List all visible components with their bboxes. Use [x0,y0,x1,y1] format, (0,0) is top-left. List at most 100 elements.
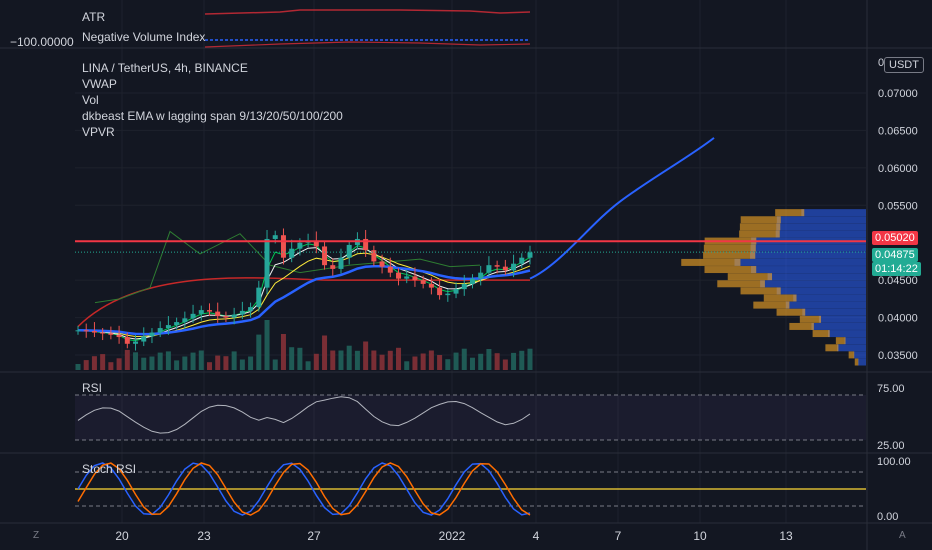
candle-body [494,265,500,267]
symbol-title[interactable]: LINA / TetherUS, 4h, BINANCE [82,61,248,75]
stoch-d-line [77,462,531,516]
candle-body [428,283,434,288]
candle-body [248,307,254,311]
countdown-tag: 01:14:22 [872,262,921,276]
candle-body [420,280,426,284]
candle-body [346,244,352,258]
candle-body [75,330,81,332]
time-tick: 20 [115,529,129,543]
vpvr-bar-sell [825,344,839,352]
candle-body [91,331,97,333]
candle-body [461,283,467,290]
candle-body [116,334,122,338]
volume-bar [502,359,508,370]
ema-projection [529,137,715,280]
volume-bar [338,350,344,370]
candle-body [289,248,295,258]
candle-body [231,314,237,318]
volume-bar [133,352,139,370]
stoch-k-line [77,462,531,516]
candle-body [478,272,484,279]
volume-bar [231,351,237,370]
volume-bar [469,357,475,370]
legend: LINA / TetherUS, 4h, BINANCE VWAP Vol dk… [82,60,343,140]
indicator-ema[interactable]: dkbeast EMA w lagging span 9/13/20/50/10… [82,109,343,123]
vpvr-bar [776,216,866,224]
volume-bar [486,349,492,370]
volume-bar [461,348,467,370]
volume-bar [116,358,122,370]
price-axis: 0.07000 0.06500 0.06000 0.05500 0.04500 0.040… [878,88,918,362]
candle-body [469,278,475,284]
volume-bar [396,347,402,370]
price-tick: 0.04000 [878,313,918,325]
volume-bar [248,356,254,370]
candle-body [182,318,188,323]
vpvr-bar-sell [740,287,781,295]
rsi-pane [75,394,866,441]
candle-body [404,276,410,279]
volume-bar [149,356,155,370]
candle-body [108,333,114,335]
price-tick: 0.06500 [878,125,918,137]
indicator-vpvr[interactable]: VPVR [82,125,115,139]
price-tick: 0.04500 [878,275,918,287]
candles [75,228,533,351]
candle-body [215,311,221,317]
atr-label: ATR [82,10,106,24]
volume-bar [174,360,180,370]
volume-bar [264,320,270,370]
price-tick: 0.07000 [878,88,918,100]
vpvr-bar [818,315,866,323]
nvi-value: −100.00000 [10,35,74,49]
candle-body [322,246,328,266]
indicator-vol[interactable]: Vol [82,93,99,107]
volume-bar [437,355,443,370]
vpvr-bar [785,301,866,309]
vpvr-bar [828,330,866,338]
atr-pane [204,9,531,15]
vpvr-bar-sell [727,273,773,281]
volume-bar [272,359,278,370]
currency-button[interactable]: USDT [884,57,924,73]
vpvr-bar-sell [775,209,805,217]
time-tick: 2022 [439,529,466,543]
vpvr-bar-sell [739,230,780,238]
lagging-span [94,230,481,304]
vpvr-bar-sell [848,351,855,359]
vpvr-bar [802,308,866,316]
candle-body [297,242,303,249]
indicator-vwap[interactable]: VWAP [82,77,117,91]
atr-line [204,9,531,15]
candle-body [83,330,89,332]
ema-line [77,265,531,336]
vpvr-bar [858,358,866,366]
candle-body [206,310,212,312]
auto-scale-button[interactable]: A [899,530,906,541]
nvi-label: Negative Volume Index [82,30,206,44]
volume-bar [379,354,385,370]
vpvr-bar-sell [763,294,797,302]
volume-bar [215,355,221,370]
candle-body [133,341,139,344]
candle-body [445,293,451,296]
vpvr-bar [837,344,866,352]
candle-body [124,337,130,344]
volume-bar [428,350,434,370]
volume-bar [527,348,533,370]
volume-bar [165,351,171,370]
vpvr-bar [750,244,866,252]
candle-body [280,235,286,258]
volume-bar [346,345,352,370]
vpvr-bar-sell [776,308,806,316]
timezone-button[interactable]: Z [33,530,40,541]
candle-body [256,287,262,308]
rsi-label: RSI [82,381,103,395]
volume-bar [75,364,81,370]
candle-body [363,238,369,251]
volume-bar [297,347,303,370]
candle-body [511,263,517,271]
rsi-band [75,395,866,440]
vpvr-bar [767,273,866,281]
